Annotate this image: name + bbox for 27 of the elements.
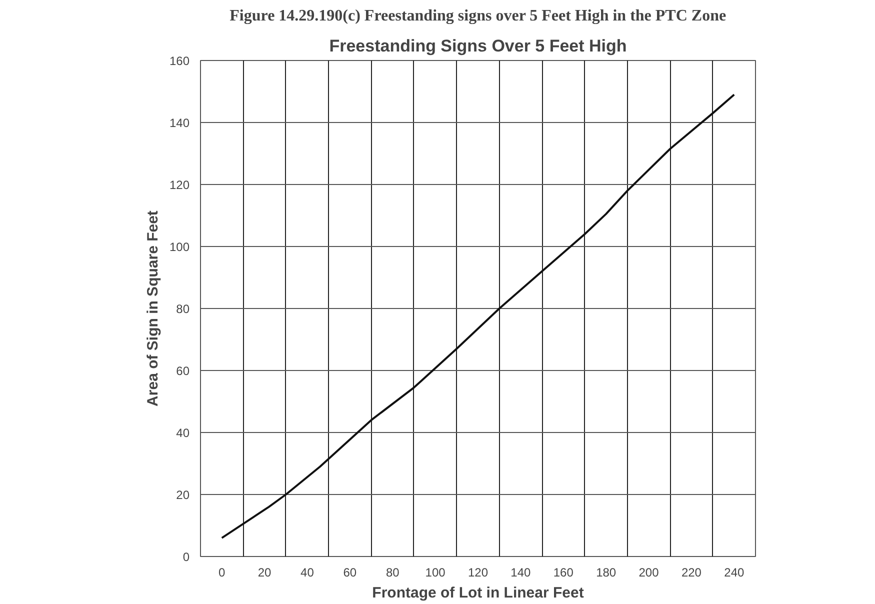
y-tick-label: 140 (169, 116, 190, 130)
chart-title: Freestanding Signs Over 5 Feet High (329, 36, 627, 56)
x-tick-label: 60 (343, 566, 357, 580)
y-tick-label: 120 (169, 178, 190, 192)
x-tick-label: 40 (300, 566, 314, 580)
x-tick-label: 0 (218, 566, 226, 580)
x-tick-label: 80 (386, 566, 400, 580)
x-tick-label: 240 (724, 566, 744, 580)
caption: Figure 14.29.190(c) Freestanding signs over 5 Feet High in the PTC Zone (230, 8, 726, 24)
y-tick-label: 40 (176, 426, 190, 440)
y-axis-title: Area of Sign in Square Feet (144, 210, 162, 406)
y-tick-label: 80 (176, 302, 190, 316)
y-tick-label: 20 (176, 488, 190, 502)
x-tick-label: 220 (681, 566, 702, 580)
x-tick-label: 160 (553, 566, 574, 580)
x-tick-label: 180 (596, 566, 616, 580)
x-axis-title: Frontage of Lot in Linear Feet (372, 584, 584, 602)
y-tick-label: 160 (169, 54, 190, 68)
y-tick-label: 60 (176, 364, 190, 378)
x-tick-label: 20 (258, 566, 272, 580)
x-tick-label: 120 (468, 566, 488, 580)
line-series (220, 94, 736, 539)
x-tick-label: 200 (638, 566, 660, 580)
x-tick-label: 140 (510, 566, 532, 580)
y-tick-label: 100 (169, 240, 190, 254)
x-tick-label: 100 (425, 566, 446, 580)
y-tick-label: 0 (182, 550, 190, 564)
